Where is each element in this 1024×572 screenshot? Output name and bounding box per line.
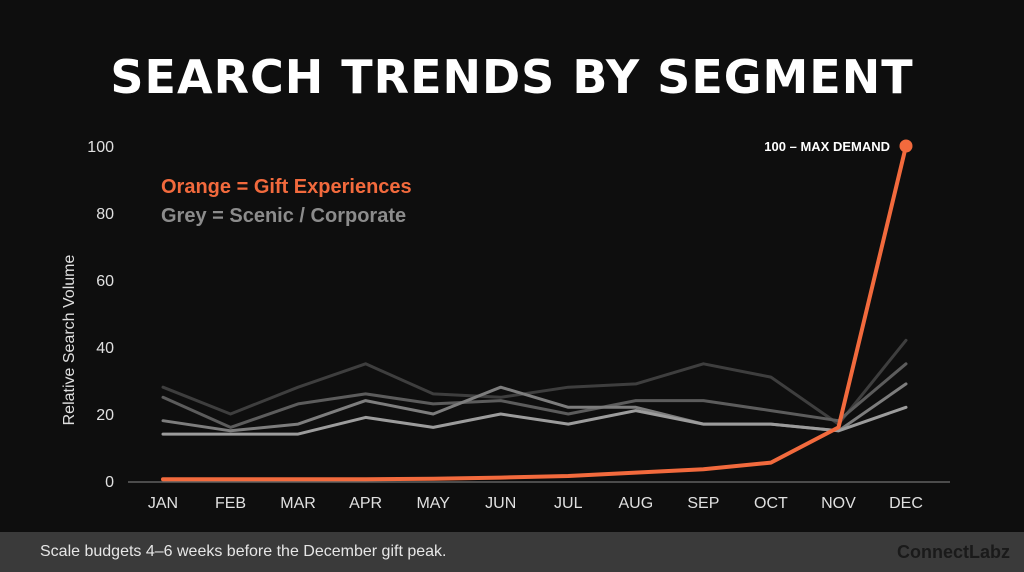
x-tick-label: MAR <box>280 495 316 512</box>
y-tick-label: 40 <box>96 340 114 357</box>
x-tick-label: DEC <box>889 495 923 512</box>
y-tick-label: 60 <box>96 273 114 290</box>
line-chart: Relative Search Volume 0 20 40 60 80 100 JAN F… <box>61 139 950 512</box>
series-line-grey-1 <box>161 338 908 426</box>
x-tick-label: OCT <box>754 495 788 512</box>
x-tick-label: FEB <box>215 495 246 512</box>
peak-point <box>899 139 913 153</box>
y-tick-label: 0 <box>105 474 114 491</box>
legend-grey: Grey = Scenic / Corporate <box>161 205 406 227</box>
chart-title: SEARCH TRENDS BY SEGMENT <box>110 50 914 104</box>
x-tick-label: JUN <box>485 495 516 512</box>
x-axis-ticks: JAN FEB MAR APR MAY JUN JUL AUG SEP OCT NOV DEC <box>148 495 923 512</box>
footer-note: Scale budgets 4–6 weeks before the Decem… <box>40 543 447 560</box>
y-tick-label: 100 <box>87 139 114 156</box>
x-tick-label: AUG <box>618 495 653 512</box>
max-demand-annotation: 100 – MAX DEMAND <box>764 139 890 154</box>
brand-logo: ConnectLabz <box>896 542 1010 562</box>
x-tick-label: JAN <box>148 495 178 512</box>
x-tick-label: SEP <box>687 495 719 512</box>
series-line-gift-experiences <box>161 144 908 482</box>
series-group <box>161 139 913 482</box>
x-tick-label: JUL <box>554 495 583 512</box>
y-tick-label: 20 <box>96 407 114 424</box>
x-tick-label: MAY <box>416 495 450 512</box>
y-tick-label: 80 <box>96 206 114 223</box>
y-axis-ticks: 0 20 40 60 80 100 <box>87 139 114 491</box>
x-tick-label: NOV <box>821 495 856 512</box>
series-line-grey-2 <box>161 362 908 429</box>
x-tick-label: APR <box>349 495 382 512</box>
footer-bar: Scale budgets 4–6 weeks before the Decem… <box>0 532 1024 572</box>
legend-orange: Orange = Gift Experiences <box>161 176 412 198</box>
y-axis-label: Relative Search Volume <box>61 255 78 426</box>
series-line-grey-4 <box>161 405 908 436</box>
